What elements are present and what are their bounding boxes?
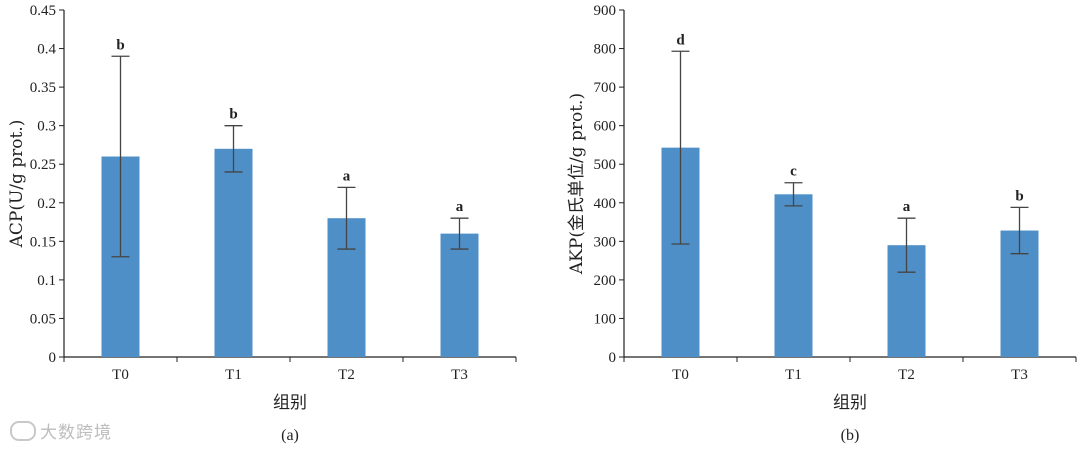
chart-b-significance-T0: d [676,32,685,48]
chart-b-y-tick-label: 900 [594,3,617,19]
chart-a-significance-T1: b [229,107,237,123]
chart-a-y-axis-label: ACP(U/g prot.) [7,120,27,249]
chart-b-y-tick-label: 600 [594,119,617,135]
chart-a-x-axis-label: 组别 [273,393,307,413]
chart-a-y-tick-label: 0.4 [37,42,56,58]
chart-a-y-tick-label: 0.25 [30,157,56,173]
chart-a-bar-T1 [214,148,253,357]
chart-a-y-tick-label: 0.3 [37,119,56,135]
chart-b-y-tick-label: 700 [594,80,617,96]
chart-b-y-axis-label: AKP(金氏单位/g prot.) [567,93,587,275]
chart-a-y-tick-label: 0.15 [30,234,56,250]
chart-a-y-tick-label: 0.05 [30,311,56,327]
chart-a-y-tick-label: 0.1 [37,273,56,289]
chart-a-significance-T2: a [343,168,351,184]
chart-a-significance-T3: a [456,199,464,215]
chart-b-x-tick-label-T1: T1 [785,367,802,383]
watermark: 大数跨境 [10,418,112,443]
chart-a-y-tick-label: 0.45 [30,3,56,19]
chart-b-y-tick-label: 500 [594,157,617,173]
chart-a-significance-T0: b [116,37,124,53]
watermark-text: 大数跨境 [40,423,112,443]
chart-b-x-tick-label-T2: T2 [898,367,915,383]
chart-b-x-axis-label: 组别 [833,393,867,413]
chart-b-significance-T3: b [1015,188,1023,204]
chart-b-x-tick-label-T3: T3 [1011,367,1028,383]
chart-b-x-tick-label-T0: T0 [672,367,689,383]
chart-b-y-tick-label: 400 [594,196,617,212]
chart-a-y-tick-label: 0.35 [30,80,56,96]
chart-a-y-tick-label: 0.2 [37,196,56,212]
chart-b-y-tick-label: 300 [594,234,617,250]
chart-b-y-tick-label: 200 [594,273,617,289]
watermark-logo-icon [10,421,36,441]
chart-b-significance-T1: c [790,164,797,180]
chart-a-y-tick-label: 0 [49,350,57,366]
chart-b-bar-T1 [774,194,813,357]
chart-b-y-tick-label: 0 [609,350,617,366]
chart-a-x-tick-label-T0: T0 [112,367,129,383]
chart-b-y-tick-label: 100 [594,311,617,327]
chart-a-x-tick-label-T3: T3 [451,367,468,383]
chart-a-x-tick-label-T2: T2 [338,367,355,383]
chart-b-y-tick-label: 800 [594,42,617,58]
chart-b-significance-T2: a [903,199,911,215]
chart-b-panel-label: (b) [841,427,860,444]
chart-a-bar-T3 [440,233,479,357]
chart-a-x-tick-label-T1: T1 [225,367,242,383]
chart-a-panel-label: (a) [281,427,299,444]
